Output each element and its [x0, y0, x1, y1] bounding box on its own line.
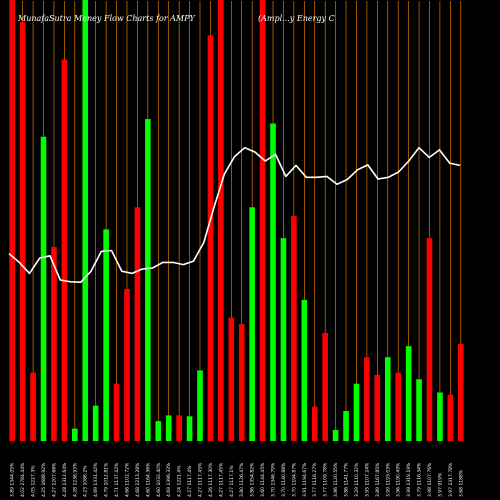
- money-flow-bar: [197, 370, 203, 441]
- x-tick-label: 4.26 1117.30%: [208, 462, 214, 497]
- x-tick-label: 4.28 1236.93%: [72, 462, 78, 497]
- x-tick-label: 3.77 1116.27%: [312, 462, 318, 497]
- price-line: [8, 146, 461, 283]
- x-tick-label: 4.05 1227.3%: [31, 465, 37, 497]
- x-tick-label: 4.24 1221.4%: [177, 465, 183, 497]
- money-flow-bar: [447, 394, 454, 441]
- price-line-group: [8, 146, 461, 283]
- x-tick-label: 3.91 1194.67%: [302, 462, 308, 497]
- money-flow-bar: [395, 372, 401, 441]
- x-tick-label: 4.60 1032.40%: [156, 462, 162, 497]
- money-flow-bar: [301, 299, 308, 441]
- money-flow-bar: [113, 383, 120, 441]
- money-flow-bar: [457, 343, 464, 441]
- money-flow-bar: [176, 415, 182, 441]
- x-tick-label: 4.25 1688.92%: [41, 462, 47, 497]
- x-tick-label: 4.27 1117.45%: [218, 462, 224, 497]
- money-flow-bar: [103, 229, 109, 441]
- x-tick-label: 4.68 1213.28%: [135, 462, 141, 497]
- x-tick-label: 4.27 1117.1%: [229, 465, 235, 497]
- money-flow-bar: [82, 0, 89, 441]
- x-tick-label: 4.66 1102.72%: [124, 462, 130, 497]
- x-tick-label: 4.02 2784.44%: [20, 462, 26, 497]
- x-tick-label: 4.27 1207.66%: [51, 462, 57, 497]
- x-tick-label: 3.97 1317.78%: [448, 462, 454, 497]
- money-flow-bar: [19, 22, 26, 442]
- x-tick-label: 3.70 1140.88%: [281, 462, 287, 497]
- x-tick-label: 4.69 1331.42%: [93, 462, 99, 497]
- x-tick-label: 3.89 1167.85%: [375, 462, 381, 497]
- money-flow-bar: [165, 415, 172, 441]
- x-tick-label: 3.96 1190.49%: [396, 462, 402, 497]
- money-flow-bar: [186, 416, 193, 441]
- x-tick-label: 3.95 1107.24%: [364, 462, 370, 497]
- money-flow-bar: [343, 411, 349, 441]
- x-tick-label: 4.27 1117.45%: [197, 462, 203, 497]
- x-tick-label: 4.27 1117.4%: [187, 465, 193, 497]
- money-flow-bar: [426, 238, 433, 441]
- chart-subtitle: (Ampl...y Energy C: [258, 14, 335, 23]
- x-tick-label: 4.71 1137.42%: [114, 462, 120, 497]
- money-flow-bar: [437, 392, 443, 441]
- x-tick-label: 4.69 1396.32%: [166, 462, 172, 497]
- x-tick-label: 3.86 1354.82%: [250, 462, 256, 497]
- money-flow-bar: [332, 429, 339, 441]
- x-tick-label: 3.60 1144.45%: [260, 462, 266, 497]
- money-flow-bar: [259, 0, 266, 441]
- x-tick-label: 3.79 1116.34%: [417, 462, 423, 497]
- x-tick-label: 3.86 1141.77%: [344, 462, 350, 497]
- x-tick-label: 3.29 1110.32%: [354, 462, 360, 497]
- money-flow-bar: [311, 406, 318, 441]
- money-flow-bar: [124, 288, 130, 441]
- money-flow-bar: [155, 421, 162, 441]
- money-flow-bar: [405, 346, 412, 441]
- x-tick-label: 3.70 1194.87%: [291, 462, 297, 497]
- money-flow-bar: [322, 332, 328, 441]
- x-tick-label: 3.98 1107.76%: [427, 462, 433, 497]
- money-flow-bar: [364, 357, 370, 441]
- money-flow-bar: [384, 357, 391, 441]
- money-flow-bar: [61, 59, 68, 441]
- money-flow-bar: [238, 324, 245, 441]
- x-tick-label: 3.86 1120.55%: [333, 462, 339, 497]
- x-tick-label: 3.77 1109.78%: [323, 462, 329, 497]
- money-flow-bar: [51, 246, 57, 441]
- money-flow-bar: [92, 405, 99, 441]
- x-tick-label: 3.97 919%: [437, 472, 443, 497]
- money-flow-bar: [145, 119, 151, 441]
- money-flow-bar: [228, 317, 235, 441]
- money-flow-bar: [207, 35, 214, 441]
- x-tick-label: 3.80 1126.47%: [239, 462, 245, 497]
- money-flow-bar: [280, 238, 287, 441]
- grid-lines: [11, 1, 462, 441]
- money-flow-bar: [291, 216, 297, 441]
- money-flow-bar: [9, 0, 16, 441]
- money-flow-bar: [40, 136, 47, 441]
- money-flow-bar: [353, 383, 360, 441]
- money-flow-bar: [374, 374, 381, 441]
- money-flow-bar: [270, 123, 276, 441]
- x-tick-label: 4.23 1086.2%: [83, 465, 89, 497]
- x-tick-labels: 3.89 1344.05% 4.02 2784.44% 4.05 1227.3% 4.…: [10, 462, 465, 497]
- x-tick-label: 3.99 1193.03%: [385, 462, 391, 497]
- x-tick-label: 3.99 1319.19%: [406, 462, 412, 497]
- money-flow-bar: [249, 207, 255, 441]
- x-tick-label: 3.70 1346.79%: [271, 462, 277, 497]
- x-tick-label: 3.89 1344.05%: [10, 462, 16, 497]
- money-flow-bar: [416, 379, 422, 441]
- bars-group: [9, 0, 464, 442]
- money-flow-bar: [218, 0, 224, 441]
- x-tick-label: 4.79 1012.81%: [104, 462, 110, 497]
- x-tick-label: 3.68 1188%: [458, 469, 464, 497]
- x-tick-label: 4.28 1312.64%: [62, 462, 68, 497]
- x-tick-label: 4.60 1164.36%: [145, 462, 151, 497]
- money-flow-bar: [30, 372, 36, 441]
- money-flow-bar: [134, 207, 141, 441]
- money-flow-bar: [72, 428, 78, 441]
- chart-title: MunafaSutra Money Flow Charts for AMPY: [17, 14, 195, 23]
